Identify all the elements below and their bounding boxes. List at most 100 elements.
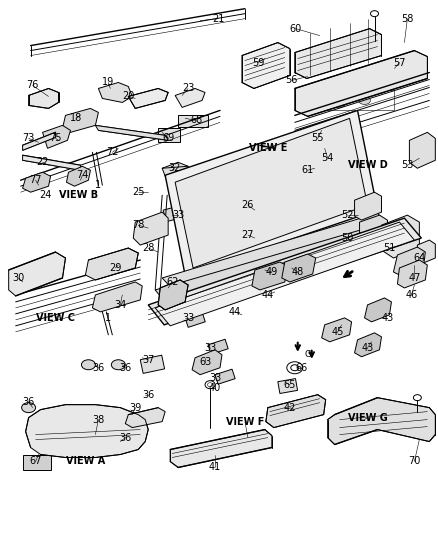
Polygon shape [23,132,56,150]
Polygon shape [410,132,435,168]
Text: VIEW A: VIEW A [66,456,105,466]
Text: 42: 42 [283,402,296,413]
Text: 30: 30 [13,273,25,283]
Ellipse shape [359,96,371,104]
Polygon shape [295,51,427,116]
Polygon shape [397,260,427,288]
Text: 54: 54 [321,154,334,163]
Polygon shape [175,88,205,108]
Polygon shape [133,212,168,245]
Text: VIEW F: VIEW F [226,417,264,426]
Ellipse shape [74,114,88,123]
Bar [215,369,235,384]
Text: 44: 44 [229,307,241,317]
Text: 45: 45 [332,327,344,337]
Text: 36: 36 [119,433,131,442]
Ellipse shape [339,422,356,433]
Text: 55: 55 [311,133,324,143]
Text: VIEW B: VIEW B [59,190,98,200]
Text: 69: 69 [162,133,174,143]
Polygon shape [162,213,392,293]
Text: 51: 51 [383,243,396,253]
Polygon shape [192,350,222,375]
Text: 56: 56 [286,76,298,85]
Polygon shape [364,298,392,322]
Polygon shape [99,83,132,102]
Ellipse shape [314,146,321,151]
Text: 43: 43 [361,343,374,353]
Polygon shape [92,282,142,312]
Text: 27: 27 [242,230,254,240]
Polygon shape [252,262,288,290]
Polygon shape [85,248,138,280]
Text: 68: 68 [190,115,202,125]
Text: VIEW C: VIEW C [36,313,75,323]
Polygon shape [328,398,435,445]
Bar [178,116,208,127]
Polygon shape [242,43,290,88]
Polygon shape [148,218,421,325]
Text: 78: 78 [132,220,145,230]
Bar [163,205,186,222]
Text: 33: 33 [172,210,184,220]
Text: 22: 22 [36,157,49,167]
Bar [140,355,165,374]
Polygon shape [295,29,381,78]
Text: 28: 28 [142,243,155,253]
Polygon shape [321,318,352,342]
Text: 25: 25 [132,187,145,197]
Text: 24: 24 [39,190,52,200]
Bar [278,378,297,393]
Text: 39: 39 [129,402,141,413]
Text: 60: 60 [290,23,302,34]
Polygon shape [63,108,99,132]
Bar [208,339,228,354]
Text: 59: 59 [252,58,264,68]
Polygon shape [125,408,165,427]
Text: 33: 33 [182,313,194,323]
Text: 47: 47 [408,273,420,283]
Polygon shape [170,430,272,467]
Polygon shape [23,172,50,192]
Text: 36: 36 [92,363,105,373]
Polygon shape [25,405,148,457]
Text: 18: 18 [71,114,83,123]
Polygon shape [165,110,378,275]
Text: 61: 61 [302,165,314,175]
Text: 33: 33 [209,373,221,383]
Ellipse shape [111,360,125,370]
Ellipse shape [104,88,117,96]
Ellipse shape [307,140,328,156]
Text: 52: 52 [341,210,354,220]
Text: 76: 76 [26,80,39,91]
Ellipse shape [414,147,428,157]
Text: 36: 36 [22,397,35,407]
Text: 67: 67 [29,456,42,466]
Text: VIEW D: VIEW D [348,160,387,170]
Polygon shape [282,254,316,282]
Text: 49: 49 [266,267,278,277]
Polygon shape [355,192,381,220]
Text: 38: 38 [92,415,105,425]
Text: 36: 36 [142,390,154,400]
Polygon shape [266,394,326,427]
Polygon shape [155,222,401,306]
Ellipse shape [334,100,346,108]
Polygon shape [9,252,66,296]
Text: 53: 53 [401,160,413,170]
Text: 63: 63 [199,357,211,367]
Polygon shape [155,222,414,326]
Text: 33: 33 [204,343,216,353]
Polygon shape [360,215,388,242]
Polygon shape [417,240,435,263]
Polygon shape [28,88,59,108]
Text: 44: 44 [262,290,274,300]
Bar [185,312,205,327]
Text: 29: 29 [109,263,121,273]
Polygon shape [42,125,71,148]
Polygon shape [175,118,367,268]
Text: 46: 46 [405,290,417,300]
Text: 72: 72 [106,147,119,157]
Text: 23: 23 [182,84,194,93]
Bar [23,455,50,471]
